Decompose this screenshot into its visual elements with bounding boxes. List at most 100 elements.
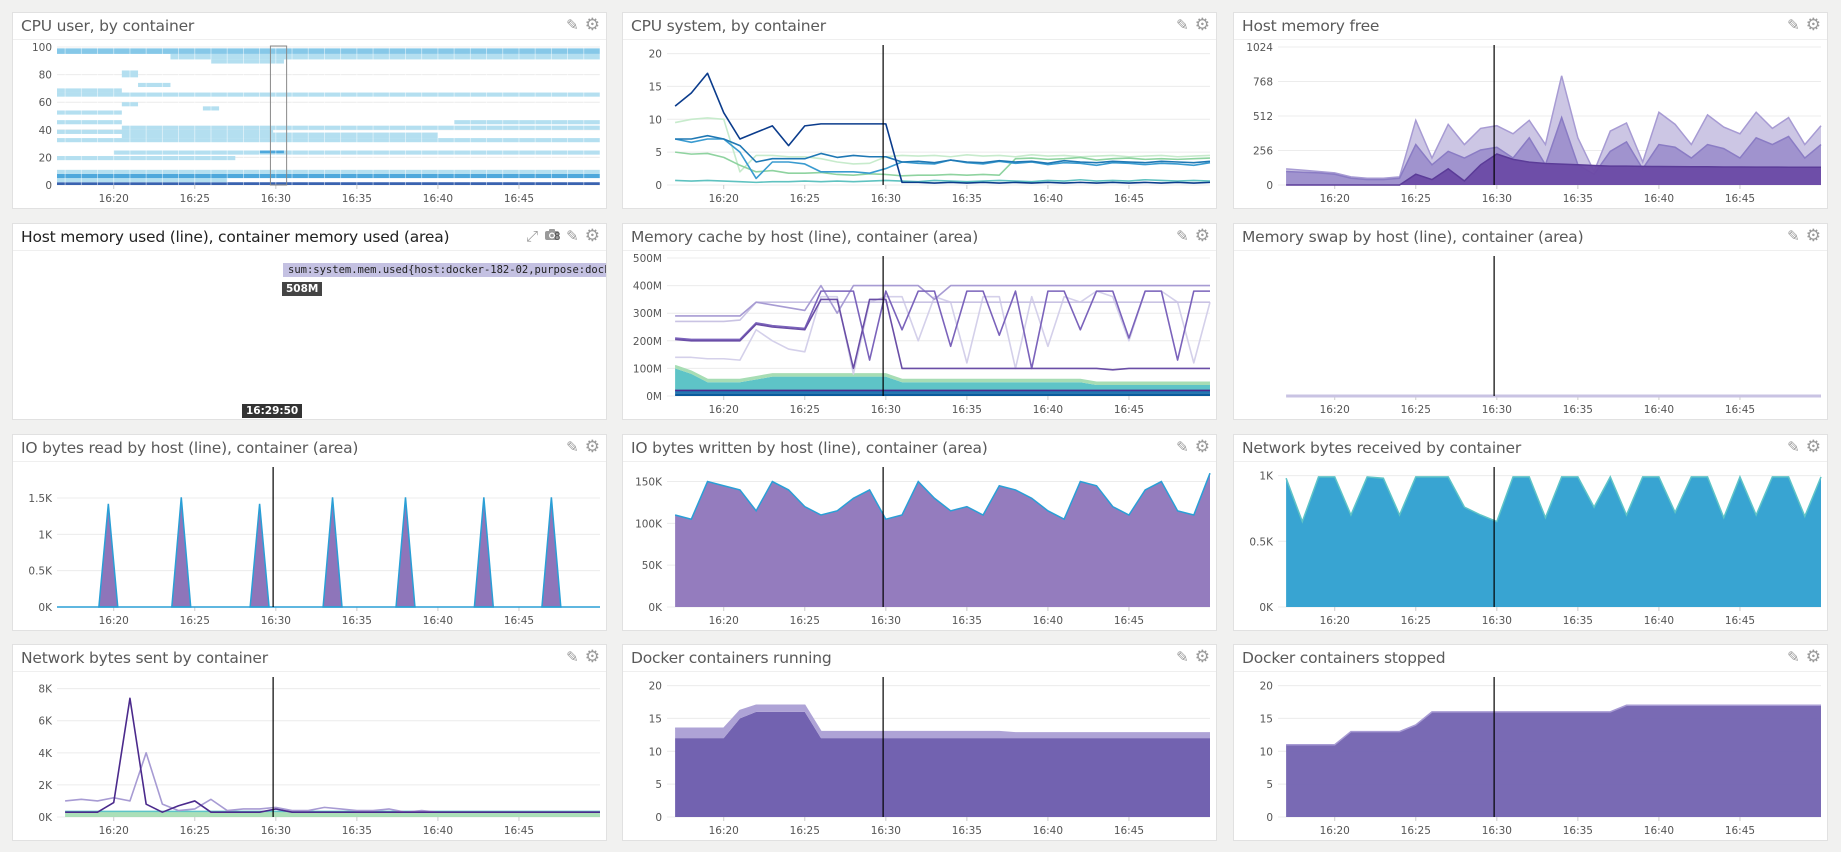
x-tick-label: 16:35 bbox=[342, 825, 372, 837]
pencil-icon[interactable]: ✎ bbox=[566, 16, 579, 34]
widget-title: CPU system, by container bbox=[631, 17, 826, 35]
y-tick-label: 100M bbox=[633, 363, 662, 375]
pencil-icon[interactable]: ✎ bbox=[1787, 648, 1800, 666]
gear-icon[interactable]: ⚙ bbox=[1805, 226, 1821, 246]
x-tick-label: 16:25 bbox=[790, 193, 820, 205]
widget-header: Network bytes received by container ✎ ⚙ bbox=[1234, 435, 1827, 462]
widget-io-bytes-read: IO bytes read by host (line), container … bbox=[12, 434, 607, 631]
widget-header: Docker containers stopped ✎ ⚙ bbox=[1234, 645, 1827, 672]
area-series bbox=[1286, 476, 1821, 607]
gear-icon[interactable]: ⚙ bbox=[584, 437, 600, 457]
line-series bbox=[65, 697, 600, 813]
pencil-icon[interactable]: ✎ bbox=[1787, 16, 1800, 34]
tooltip-value: 508M bbox=[282, 282, 323, 296]
widget-header: IO bytes written by host (line), contain… bbox=[623, 435, 1216, 462]
chart-docker-containers-running[interactable]: 0 5 10 15 20 16:20 16:25 16:30 16:35 16:40 16:45 bbox=[623, 671, 1217, 841]
spike-point bbox=[249, 503, 270, 608]
pencil-icon[interactable]: ✎ bbox=[1787, 438, 1800, 456]
chart-io-bytes-written[interactable]: 0K 50K 100K 150K 16:20 16:25 16:30 16:35 16:40 16… bbox=[623, 461, 1217, 631]
pencil-icon[interactable]: ✎ bbox=[566, 648, 579, 666]
x-tick-label: 16:45 bbox=[504, 193, 534, 205]
heatmap-cell bbox=[170, 53, 600, 60]
pencil-icon[interactable]: ✎ bbox=[1176, 227, 1189, 245]
pencil-icon[interactable]: ✎ bbox=[566, 227, 579, 245]
chart-network-bytes-received[interactable]: 0K 0.5K 1K 16:20 16:25 16:30 16:35 16:40 16:45 bbox=[1234, 461, 1828, 631]
x-tick-label: 16:30 bbox=[871, 615, 901, 627]
gear-icon[interactable]: ⚙ bbox=[584, 647, 600, 667]
x-tick-label: 16:45 bbox=[1725, 825, 1755, 837]
gear-icon[interactable]: ⚙ bbox=[584, 226, 600, 246]
area-series bbox=[1286, 705, 1821, 817]
y-tick-label: 0K bbox=[648, 602, 663, 614]
x-tick-label: 16:40 bbox=[1644, 825, 1674, 837]
x-tick-label: 16:35 bbox=[1563, 193, 1593, 205]
expand-icon[interactable]: ⤢ bbox=[526, 227, 539, 245]
x-tick-label: 16:40 bbox=[1033, 825, 1063, 837]
gear-icon[interactable]: ⚙ bbox=[1805, 15, 1821, 35]
gear-icon[interactable]: ⚙ bbox=[1194, 15, 1210, 35]
x-tick-label: 16:20 bbox=[709, 404, 739, 416]
chart-network-bytes-sent[interactable]: 0K 2K 4K 6K 8K 16:20 16:25 16:30 16:35 16:40 16:45 bbox=[13, 671, 607, 841]
x-tick-label: 16:20 bbox=[1320, 404, 1350, 416]
pencil-icon[interactable]: ✎ bbox=[1176, 438, 1189, 456]
y-tick-label: 800M bbox=[554, 231, 560, 241]
heatmap-cell bbox=[454, 120, 600, 125]
line-series bbox=[675, 290, 1210, 370]
pencil-icon[interactable]: ✎ bbox=[1176, 648, 1189, 666]
widget-title: Network bytes sent by container bbox=[21, 649, 268, 667]
chart-cpu-user[interactable]: 0 20 40 60 80 100 16:20 16:25 16:30 16:35 16:40 16:… bbox=[13, 39, 607, 209]
x-tick-label: 16:30 bbox=[871, 193, 901, 205]
y-tick-label: 5 bbox=[655, 147, 662, 159]
heatmap-cell bbox=[57, 129, 274, 134]
x-tick-label: 16:20 bbox=[709, 825, 739, 837]
x-tick-label: 16:20 bbox=[99, 825, 129, 837]
gear-icon[interactable]: ⚙ bbox=[1805, 647, 1821, 667]
y-tick-label: 256 bbox=[1253, 146, 1273, 158]
x-tick-label: 16:30 bbox=[1482, 404, 1512, 416]
chart-host-memory-free[interactable]: 0 256 512 768 1024 16:20 16:25 16:30 16:35 16:40 1… bbox=[1234, 39, 1828, 209]
x-tick-label: 16:25 bbox=[790, 615, 820, 627]
x-tick-label: 16:25 bbox=[790, 825, 820, 837]
pencil-icon[interactable]: ✎ bbox=[1787, 227, 1800, 245]
chart-memory-cache[interactable]: 0M 100M 200M 300M 400M 500M 16:20 16:25 16:30 16:… bbox=[623, 250, 1217, 420]
gear-icon[interactable]: ⚙ bbox=[584, 15, 600, 35]
x-tick-label: 16:35 bbox=[1563, 825, 1593, 837]
y-tick-label: 6K bbox=[38, 716, 53, 728]
chart-io-bytes-read[interactable]: 0K 0.5K 1K 1.5K 16:20 16:25 16:30 16:35 16:40 16:… bbox=[13, 461, 607, 631]
area-series-line bbox=[1286, 704, 1821, 746]
x-tick-label: 16:30 bbox=[261, 193, 291, 205]
x-tick-label: 16:35 bbox=[1563, 404, 1593, 416]
widget-network-bytes-received: Network bytes received by container ✎ ⚙ 0K 0… bbox=[1233, 434, 1828, 631]
y-tick-label: 0 bbox=[655, 180, 662, 192]
spike-point bbox=[170, 497, 192, 608]
chart-memory-swap[interactable]: 16:20 16:25 16:30 16:35 16:40 16:45 bbox=[1234, 250, 1828, 420]
y-tick-label: 1K bbox=[38, 529, 53, 541]
x-tick-label: 16:25 bbox=[1401, 825, 1431, 837]
y-tick-label: 768 bbox=[1253, 77, 1273, 89]
x-tick-label: 16:35 bbox=[342, 615, 372, 627]
chart-cpu-system[interactable]: 0 5 10 15 20 16:20 16:25 16:30 16:35 16:40 16:45 bbox=[623, 39, 1217, 209]
pencil-icon[interactable]: ✎ bbox=[566, 438, 579, 456]
x-tick-label: 16:40 bbox=[1644, 193, 1674, 205]
gear-icon[interactable]: ⚙ bbox=[1194, 226, 1210, 246]
widget-host-memory-free: Host memory free ✎ ⚙ 0 256 512 768 1024 16:20 16:… bbox=[1233, 12, 1828, 209]
widget-header: Host memory free ✎ ⚙ bbox=[1234, 13, 1827, 40]
gear-icon[interactable]: ⚙ bbox=[1194, 437, 1210, 457]
heatmap-cell bbox=[210, 59, 284, 64]
y-tick-label: 0 bbox=[45, 180, 52, 192]
x-tick-label: 16:35 bbox=[952, 615, 982, 627]
widget-title: Memory cache by host (line), container (… bbox=[631, 228, 979, 246]
chart-docker-containers-stopped[interactable]: 0 5 10 15 20 16:20 16:25 16:30 16:35 16:40 16:45 bbox=[1234, 671, 1828, 841]
pencil-icon[interactable]: ✎ bbox=[1176, 16, 1189, 34]
gear-icon[interactable]: ⚙ bbox=[1194, 647, 1210, 667]
spike-point bbox=[541, 497, 562, 608]
camera-icon[interactable]: 0M200M400M600M800M16:2016:2516:3016:3516… bbox=[544, 227, 606, 381]
gear-icon[interactable]: ⚙ bbox=[1805, 437, 1821, 457]
x-tick-label: 16:45 bbox=[1725, 404, 1755, 416]
spike-point bbox=[395, 497, 416, 608]
x-tick-label: 16:25 bbox=[180, 193, 210, 205]
x-tick-label: 16:40 bbox=[1644, 615, 1674, 627]
y-tick-label: 0.5K bbox=[28, 566, 53, 578]
widget-title: Host memory used (line), container memor… bbox=[21, 228, 450, 246]
stacked-area-series bbox=[675, 705, 1210, 739]
